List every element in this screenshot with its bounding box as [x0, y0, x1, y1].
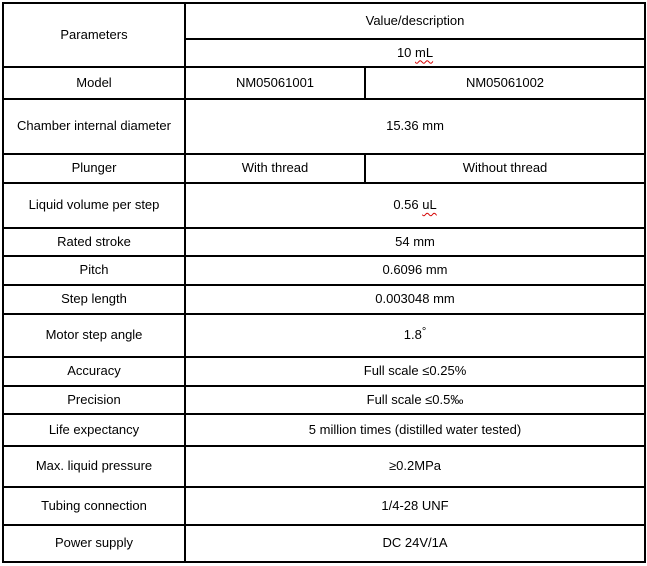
table-row: Tubing connection 1/4-28 UNF	[2, 486, 647, 526]
table-row: Life expectancy 5 million times (distill…	[2, 413, 647, 447]
max-pressure-label: Max. liquid pressure	[2, 445, 186, 488]
table-row: Pitch 0.6096 mm	[2, 255, 647, 286]
motor-step-angle-label: Motor step angle	[2, 313, 186, 358]
tubing-connection-value: 1/4-28 UNF	[183, 486, 647, 526]
power-supply-label: Power supply	[2, 524, 186, 563]
model-value-2: NM05061002	[363, 66, 647, 100]
max-pressure-value: ≥0.2MPa	[183, 445, 647, 488]
table-row: Chamber internal diameter 15.36 mm	[2, 98, 647, 155]
plunger-value-1: With thread	[184, 153, 366, 184]
table-row: Max. liquid pressure ≥0.2MPa	[2, 445, 647, 488]
model-value-1: NM05061001	[184, 66, 366, 100]
tubing-connection-label: Tubing connection	[2, 486, 186, 526]
table-row: Precision Full scale ≤0.5‰	[2, 385, 647, 415]
table-row: Rated stroke 54 mm	[2, 227, 647, 257]
rated-stroke-label: Rated stroke	[2, 227, 186, 257]
pitch-value: 0.6096 mm	[183, 255, 647, 286]
parameters-header-cell: Parameters	[2, 2, 186, 68]
chamber-label: Chamber internal diameter	[2, 98, 186, 155]
accuracy-value: Full scale ≤0.25%	[183, 356, 647, 387]
table-row: Motor step angle 1.8°	[2, 313, 647, 358]
table-row: Parameters Value/description	[2, 2, 647, 68]
liquid-volume-label: Liquid volume per step	[2, 182, 186, 229]
table-row: Plunger With thread Without thread	[2, 153, 647, 184]
precision-value: Full scale ≤0.5‰	[183, 385, 647, 415]
table-row: Step length 0.003048 mm	[2, 284, 647, 315]
motor-step-angle-number: 1.8	[403, 327, 422, 343]
table-row: Model NM05061001 NM05061002	[2, 66, 647, 100]
step-length-label: Step length	[2, 284, 186, 315]
table-row: Liquid volume per step 0.56 uL	[2, 182, 647, 229]
volume-value: 10	[396, 44, 416, 60]
precision-label: Precision	[2, 385, 186, 415]
table-row: 10 mL	[3, 38, 647, 68]
life-expectancy-value: 5 million times (distilled water tested)	[183, 413, 647, 447]
liquid-volume-value: 0.56 uL	[183, 182, 647, 229]
chamber-value: 15.36 mm	[183, 98, 647, 155]
accuracy-label: Accuracy	[2, 356, 186, 387]
plunger-value-2: Without thread	[363, 153, 647, 184]
table-row: Accuracy Full scale ≤0.25%	[2, 356, 647, 387]
step-length-value: 0.003048 mm	[183, 284, 647, 315]
pitch-label: Pitch	[2, 255, 186, 286]
volume-cell: 10 mL	[183, 38, 647, 68]
plunger-label: Plunger	[2, 153, 186, 184]
life-expectancy-label: Life expectancy	[2, 413, 186, 447]
power-supply-value: DC 24V/1A	[183, 524, 647, 563]
motor-step-angle-value: 1.8°	[183, 313, 647, 358]
rated-stroke-value: 54 mm	[183, 227, 647, 257]
model-label: Model	[2, 66, 186, 100]
value-description-header-cell: Value/description	[183, 2, 647, 40]
liquid-volume-unit: uL	[422, 197, 437, 213]
volume-unit: mL	[415, 44, 434, 60]
liquid-volume-number: 0.56	[393, 197, 423, 213]
table-row: Power supply DC 24V/1A	[2, 524, 647, 563]
